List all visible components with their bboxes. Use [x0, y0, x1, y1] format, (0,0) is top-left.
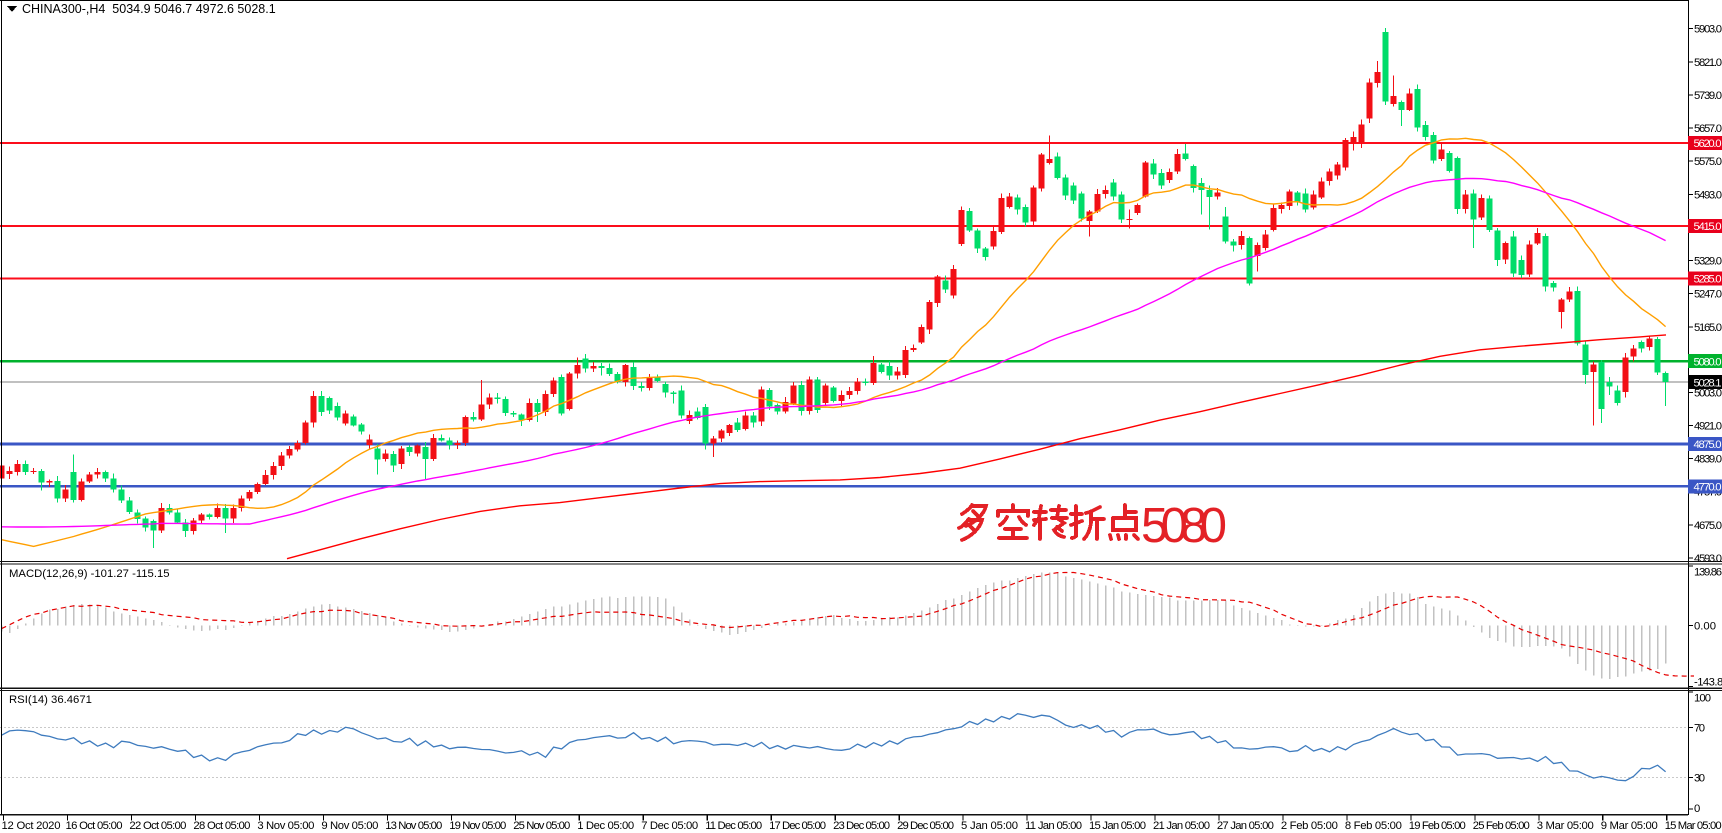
svg-text:5739.0: 5739.0 [1694, 90, 1722, 102]
svg-text:4593.0: 4593.0 [1694, 553, 1722, 565]
svg-text:5003.0: 5003.0 [1694, 387, 1722, 399]
svg-text:5903.0: 5903.0 [1694, 24, 1722, 36]
svg-text:2 Feb 05:00: 2 Feb 05:00 [1281, 820, 1338, 832]
svg-text:22 Oct 05:00: 22 Oct 05:00 [129, 820, 186, 832]
svg-text:3 Mar 05:00: 3 Mar 05:00 [1537, 820, 1594, 832]
svg-text:9 Nov 05:00: 9 Nov 05:00 [321, 820, 378, 832]
svg-text:19 Feb 05:00: 19 Feb 05:00 [1409, 820, 1466, 832]
svg-text:5 Jan 05:00: 5 Jan 05:00 [961, 820, 1018, 832]
svg-text:25 Nov 05:00: 25 Nov 05:00 [513, 820, 570, 832]
svg-text:100: 100 [1694, 692, 1711, 704]
svg-text:4770.0: 4770.0 [1694, 482, 1722, 494]
svg-text:0: 0 [1694, 803, 1700, 815]
svg-text:19 Nov 05:00: 19 Nov 05:00 [449, 820, 506, 832]
svg-text:70: 70 [1694, 722, 1705, 734]
svg-text:5285.0: 5285.0 [1694, 274, 1722, 286]
svg-text:16 Oct 05:00: 16 Oct 05:00 [66, 820, 123, 832]
svg-text:4839.0: 4839.0 [1694, 454, 1722, 466]
svg-text:4875.0: 4875.0 [1694, 439, 1722, 451]
svg-text:4675.0: 4675.0 [1694, 520, 1722, 532]
svg-text:25 Feb 05:00: 25 Feb 05:00 [1473, 820, 1530, 832]
svg-text:29 Dec 05:00: 29 Dec 05:00 [897, 820, 954, 832]
svg-text:15 Mar 05:00: 15 Mar 05:00 [1665, 820, 1722, 832]
svg-text:27 Jan 05:00: 27 Jan 05:00 [1217, 820, 1274, 832]
svg-text:11 Jan 05:00: 11 Jan 05:00 [1025, 820, 1082, 832]
svg-text:5165.0: 5165.0 [1694, 322, 1722, 334]
svg-text:8 Feb 05:00: 8 Feb 05:00 [1345, 820, 1402, 832]
svg-text:15 Jan 05:00: 15 Jan 05:00 [1089, 820, 1146, 832]
svg-text:12 Oct 2020: 12 Oct 2020 [2, 820, 61, 832]
svg-text:5415.0: 5415.0 [1694, 221, 1722, 233]
svg-text:23 Dec 05:00: 23 Dec 05:00 [833, 820, 890, 832]
svg-text:0.00: 0.00 [1694, 620, 1716, 632]
svg-text:139.86: 139.86 [1694, 566, 1722, 578]
svg-text:RSI(14) 36.4671: RSI(14) 36.4671 [9, 694, 92, 706]
svg-text:5329.0: 5329.0 [1694, 256, 1722, 268]
svg-text:11 Dec 05:00: 11 Dec 05:00 [705, 820, 762, 832]
svg-text:28 Oct 05:00: 28 Oct 05:00 [193, 820, 250, 832]
svg-text:CHINA300-,H4 5034.9 5046.7 49: CHINA300-,H4 5034.9 5046.7 4972.6 5028.1 [22, 2, 276, 16]
svg-text:5080: 5080 [1141, 499, 1227, 553]
svg-text:5080.0: 5080.0 [1694, 356, 1722, 368]
svg-text:5575.0: 5575.0 [1694, 156, 1722, 168]
svg-text:17 Dec 05:00: 17 Dec 05:00 [769, 820, 826, 832]
svg-text:-143.82: -143.82 [1694, 676, 1722, 688]
svg-text:5821.0: 5821.0 [1694, 57, 1722, 69]
svg-text:9 Mar 05:00: 9 Mar 05:00 [1601, 820, 1658, 832]
svg-text:5657.0: 5657.0 [1694, 123, 1722, 135]
svg-text:3 Nov 05:00: 3 Nov 05:00 [257, 820, 314, 832]
svg-text:21 Jan 05:00: 21 Jan 05:00 [1153, 820, 1210, 832]
svg-text:7 Dec 05:00: 7 Dec 05:00 [641, 820, 698, 832]
svg-text:1 Dec 05:00: 1 Dec 05:00 [577, 820, 634, 832]
svg-text:4921.0: 4921.0 [1694, 420, 1722, 432]
svg-text:5620.0: 5620.0 [1694, 138, 1722, 150]
svg-text:MACD(12,26,9) -101.27 -115.15: MACD(12,26,9) -101.27 -115.15 [9, 568, 170, 580]
svg-text:5493.0: 5493.0 [1694, 189, 1722, 201]
svg-text:30: 30 [1694, 773, 1705, 785]
svg-text:5028.1: 5028.1 [1694, 377, 1722, 389]
svg-text:13 Nov 05:00: 13 Nov 05:00 [385, 820, 442, 832]
svg-text:5247.0: 5247.0 [1694, 289, 1722, 301]
